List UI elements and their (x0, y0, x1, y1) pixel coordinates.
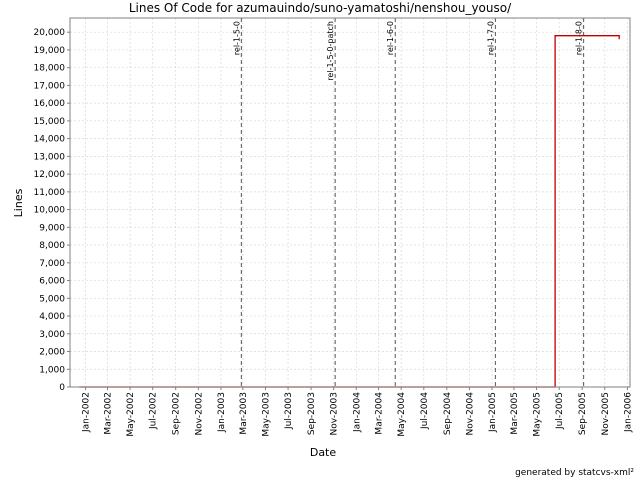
x-tick-label: Jan-2006 (623, 392, 633, 433)
x-tick-label: Jan-2005 (488, 392, 498, 433)
y-tick-label: 7,000 (39, 259, 65, 269)
y-tick-label: 16,000 (34, 99, 66, 109)
x-tick-label: Jul-2004 (420, 392, 430, 430)
x-tick-label: Jul-2005 (555, 392, 565, 430)
x-tick-label: Nov-2005 (601, 392, 611, 435)
y-tick-label: 6,000 (39, 277, 65, 287)
plot-background (70, 18, 630, 387)
y-tick-label: 17,000 (34, 81, 66, 91)
y-axis-label: Lines (12, 188, 25, 217)
release-label: rel-1-8-0 (575, 21, 584, 55)
x-tick-label: Sep-2003 (307, 392, 317, 435)
x-axis-label: Date (310, 446, 337, 459)
x-tick-label: May-2003 (261, 392, 271, 437)
chart-title: Lines Of Code for azumauindo/suno-yamato… (129, 1, 512, 15)
x-tick-label: Mar-2003 (239, 392, 249, 435)
y-tick-label: 5,000 (39, 294, 65, 304)
x-tick-label: Mar-2002 (103, 392, 113, 435)
y-tick-label: 14,000 (34, 135, 66, 145)
release-label: rel-1-7-0 (486, 21, 495, 55)
x-tick-label: Jul-2003 (284, 392, 294, 430)
release-markers: rel-1-5-0 rel-1-5-0-patch rel-1-6-0 rel-1-7… (232, 18, 585, 387)
x-tick-label: Sep-2005 (578, 392, 588, 435)
y-tick-label: 15,000 (34, 117, 66, 127)
release-label: rel-1-5-0 (232, 21, 241, 55)
x-tick-label: May-2002 (126, 392, 136, 437)
plot-border (69, 17, 631, 388)
y-tick-label: 19,000 (34, 46, 66, 56)
y-tick-label: 13,000 (34, 152, 66, 162)
plot-frame (69, 17, 631, 388)
x-tick-label: May-2004 (397, 392, 407, 437)
x-tick-label: Jan-2004 (352, 392, 362, 433)
y-tick-label: 8,000 (39, 241, 65, 251)
x-tick-label: Sep-2004 (443, 392, 453, 435)
release-label: rel-1-6-0 (386, 21, 395, 55)
y-tick-label: 11,000 (34, 188, 66, 198)
x-tick-label: May-2005 (533, 392, 543, 437)
y-tick-label: 9,000 (39, 223, 65, 233)
x-tick-label: Mar-2004 (375, 392, 385, 435)
x-tick-label: Jan-2003 (217, 392, 227, 433)
x-tick-label: Nov-2004 (465, 392, 475, 436)
y-tick-label: 0 (59, 383, 65, 393)
y-tick-label: 18,000 (34, 64, 66, 74)
x-tick-label: Nov-2002 (194, 392, 204, 435)
release-label: rel-1-5-0-patch (326, 21, 335, 81)
y-tick-label: 10,000 (34, 206, 66, 216)
gridlines (70, 18, 630, 388)
x-tick-label: Nov-2003 (330, 392, 340, 435)
y-tick-label: 4,000 (39, 312, 65, 322)
x-tick-label: Jan-2002 (82, 392, 92, 433)
y-tick-label: 1,000 (39, 365, 65, 375)
y-tick-label: 2,000 (39, 348, 65, 358)
x-axis-ticks: Jan-2002 Mar-2002 May-2002 Jul-2002 Sep-2002… (82, 387, 633, 437)
generator-credit: generated by statcvs-xml² (515, 468, 634, 478)
x-tick-label: Mar-2005 (510, 392, 520, 435)
y-tick-label: 3,000 (39, 330, 65, 340)
x-tick-label: Jul-2002 (149, 392, 159, 430)
y-tick-label: 20,000 (34, 28, 66, 38)
plot-area (70, 18, 630, 387)
y-axis-ticks: 0 1,000 2,000 3,000 4,000 5,000 6,000 7,000 8,00… (34, 28, 70, 393)
x-tick-label: Sep-2002 (172, 392, 182, 435)
y-tick-label: 12,000 (34, 170, 66, 180)
